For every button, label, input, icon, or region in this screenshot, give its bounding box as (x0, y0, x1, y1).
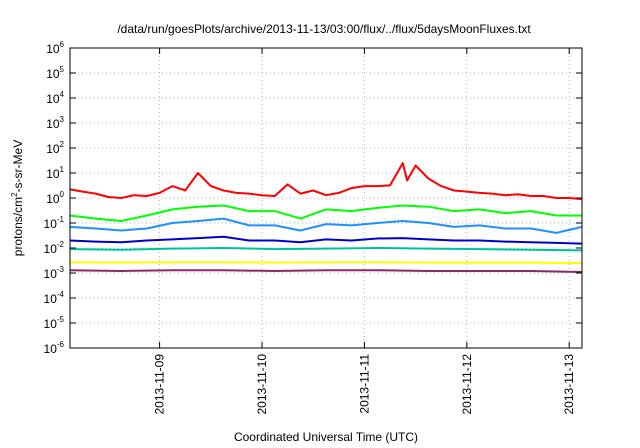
y-tick-label: 101 (46, 165, 64, 181)
series-line-4 (69, 235, 583, 245)
y-tick-label: 102 (46, 140, 64, 156)
y-tick-label: 100 (46, 190, 64, 206)
y-axis: 10-6 10-5 10-4 10-3 10-2 10-1 100 101 102 103 104 1… (44, 40, 582, 356)
series-line-6 (69, 261, 583, 265)
y-tick-label: 106 (46, 40, 64, 56)
y-tick-label: 10-4 (44, 290, 65, 306)
series-group (69, 162, 583, 273)
y-tick-label: 104 (46, 90, 64, 106)
x-tick-label: 2013-11-12 (460, 354, 474, 415)
y-tick-label: 10-2 (44, 240, 65, 256)
y-tick-label: 10-6 (44, 340, 65, 356)
chart-title: /data/run/goesPlots/archive/2013-11-13/0… (117, 22, 531, 36)
x-tick-label: 2013-11-10 (255, 354, 269, 415)
series-line-3 (69, 217, 583, 234)
x-tick-label: 2013-11-09 (153, 354, 167, 415)
x-axis-label: Coordinated Universal Time (UTC) (234, 430, 418, 444)
y-tick-label: 103 (46, 115, 64, 131)
y-axis-label: protons/cm2-s-sr-MeV (10, 140, 25, 256)
y-tick-label: 10-5 (44, 315, 65, 331)
x-tick-label: 2013-11-11 (357, 354, 371, 414)
x-axis: 2013-11-09 2013-11-10 2013-11-11 2013-11-12… (153, 48, 576, 415)
series-line-5 (69, 247, 583, 252)
y-tick-label: 105 (46, 65, 64, 81)
series-line-7 (69, 269, 583, 273)
y-tick-label: 10-3 (44, 265, 65, 281)
series-line-2 (69, 204, 582, 222)
series-line-1 (69, 162, 583, 201)
x-tick-label: 2013-11-13 (562, 354, 576, 415)
y-tick-label: 10-1 (44, 215, 65, 231)
grid (70, 48, 582, 348)
